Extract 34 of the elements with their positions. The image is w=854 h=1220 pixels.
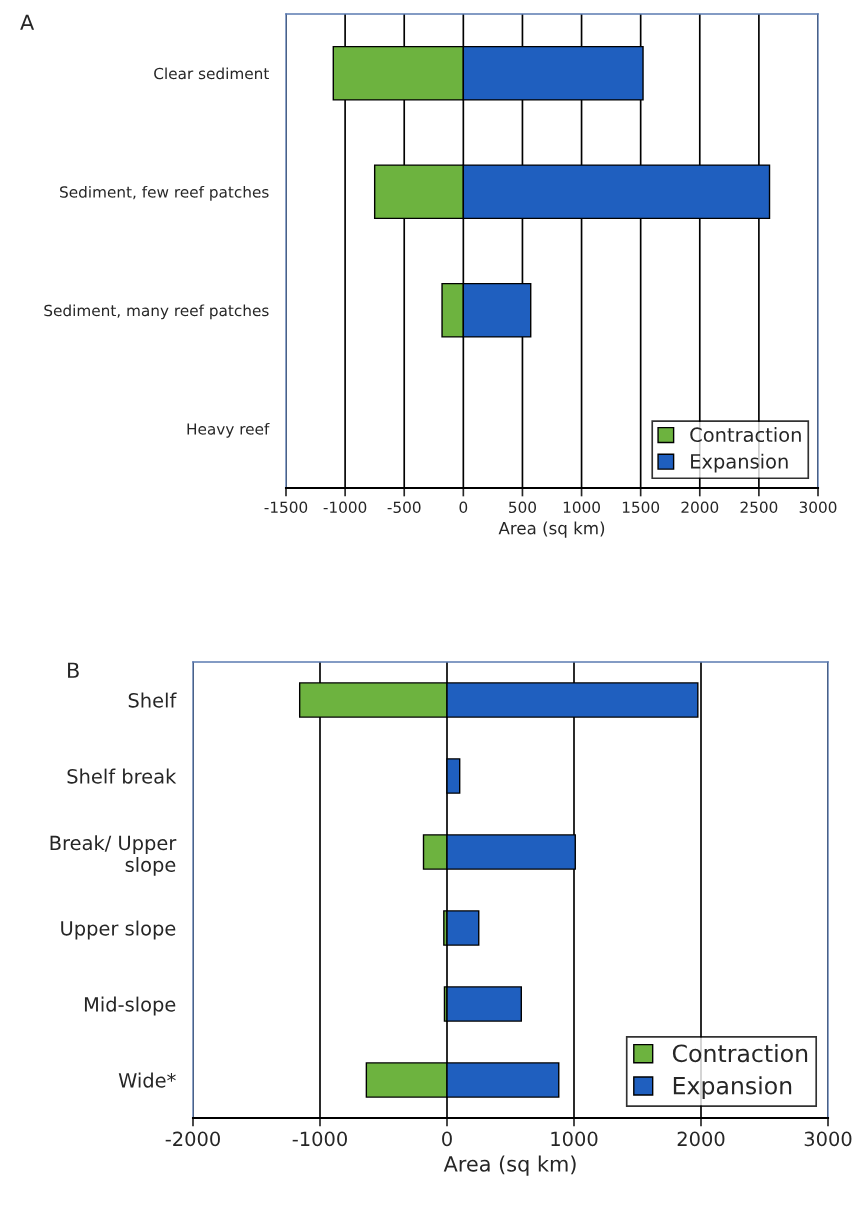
x-tick-label: -1000 bbox=[292, 1131, 347, 1147]
y-tick-label: Mid-slope bbox=[84, 996, 176, 1016]
x-tick-label: 1000 bbox=[563, 501, 600, 514]
x-tick-label: 0 bbox=[442, 1131, 452, 1147]
y-tick-label: Sediment, few reef patches bbox=[60, 185, 269, 201]
x-tick-label: 2000 bbox=[681, 501, 719, 514]
y-tick-label: Heavy reef bbox=[187, 422, 270, 438]
x-tick-label: 3000 bbox=[799, 501, 837, 514]
legend-label: Contraction bbox=[690, 427, 801, 443]
x-axis-title: Area (sq km) bbox=[498, 521, 605, 538]
x-tick-label: 2000 bbox=[677, 1131, 725, 1147]
text: A bbox=[20, 14, 35, 30]
y-tick-label: Clear sediment bbox=[154, 67, 269, 80]
x-tick-label: -1500 bbox=[264, 501, 308, 514]
x-tick-label: 2500 bbox=[740, 501, 778, 514]
x-tick-label: -500 bbox=[387, 501, 421, 514]
x-tick-label: 500 bbox=[509, 501, 537, 514]
legend-label: Expansion bbox=[673, 1076, 792, 1100]
y-tick-label: Shelf break bbox=[67, 768, 177, 784]
x-tick-label: 3000 bbox=[804, 1131, 852, 1147]
x-tick-label: -2000 bbox=[165, 1131, 220, 1147]
y-tick-label: Sediment, many reef patches bbox=[44, 304, 269, 320]
chart-title: B bbox=[68, 662, 79, 678]
x-tick-label: 1500 bbox=[622, 501, 660, 514]
x-tick-label: 1000 bbox=[551, 1131, 598, 1147]
y-tick-label: Wide* bbox=[118, 1072, 176, 1088]
y-tick-label: Upper slope bbox=[61, 920, 176, 940]
y-tick-label: Break/ Upper slope bbox=[50, 835, 177, 876]
legend-label: Expansion bbox=[691, 453, 788, 473]
y-tick-label: Shelf bbox=[128, 692, 177, 708]
x-tick-label: 0 bbox=[459, 501, 468, 514]
legend-label: Contraction bbox=[672, 1043, 808, 1063]
x-tick-label: -1000 bbox=[323, 501, 367, 514]
x-axis-title: Area (sq km) bbox=[443, 1155, 576, 1176]
